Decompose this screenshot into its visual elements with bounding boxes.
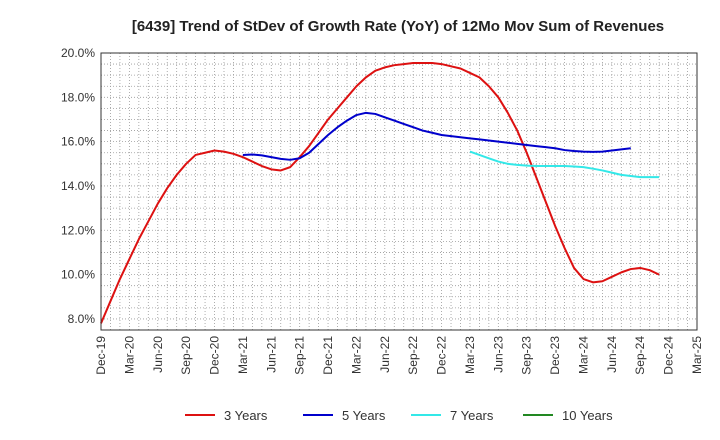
y-tick-label: 16.0% [61, 135, 95, 149]
x-tick-label: Sep-24 [633, 336, 647, 375]
x-tick-label: Jun-23 [491, 336, 505, 373]
x-tick-label: Dec-22 [435, 336, 449, 375]
x-tick-label: Jun-22 [378, 336, 392, 373]
x-tick-label: Dec-23 [548, 336, 562, 375]
x-tick-label: Jun-21 [264, 336, 278, 373]
y-tick-label: 8.0% [68, 312, 96, 326]
series-lines [100, 61, 660, 324]
legend-label: 10 Years [562, 408, 613, 423]
y-tick-label: 14.0% [61, 179, 95, 193]
x-tick-label: Mar-23 [463, 336, 477, 374]
y-tick-label: 10.0% [61, 268, 95, 282]
y-tick-label: 20.0% [61, 46, 95, 60]
legend-label: 5 Years [342, 408, 386, 423]
x-tick-label: Jun-24 [605, 336, 619, 373]
x-tick-label: Dec-20 [208, 336, 222, 375]
series-line-7-years [469, 150, 660, 179]
series-line-5-years [242, 111, 631, 161]
chart-title: [6439] Trend of StDev of Growth Rate (Yo… [132, 18, 664, 35]
y-tick-label: 18.0% [61, 90, 95, 104]
y-axis-tick-labels: 8.0% 10.0% 12.0% 14.0% 16.0% 18.0% 20.0% [61, 46, 95, 326]
x-tick-label: Sep-23 [520, 336, 534, 375]
plot-area [100, 52, 698, 331]
x-tick-label: Sep-22 [406, 336, 420, 375]
x-tick-label: Mar-25 [690, 336, 704, 374]
legend-label: 7 Years [450, 408, 494, 423]
x-tick-label: Jun-20 [151, 336, 165, 373]
legend-label: 3 Years [224, 408, 268, 423]
x-tick-label: Sep-20 [179, 336, 193, 375]
x-tick-label: Mar-22 [349, 336, 363, 374]
x-tick-label: Dec-24 [662, 336, 676, 375]
x-tick-label: Sep-21 [293, 336, 307, 375]
x-tick-label: Dec-19 [94, 336, 108, 375]
grid [101, 53, 697, 330]
x-tick-label: Mar-21 [236, 336, 250, 374]
y-tick-label: 12.0% [61, 223, 95, 237]
series-line-3-years [100, 61, 660, 324]
x-tick-label: Dec-21 [321, 336, 335, 375]
legend: 3 Years 5 Years 7 Years 10 Years [185, 408, 613, 423]
x-tick-label: Mar-24 [576, 336, 590, 374]
x-axis-tick-labels: Dec-19 Mar-20 Jun-20 Sep-20 Dec-20 Mar-21 Jun-… [94, 336, 704, 375]
x-tick-label: Mar-20 [122, 336, 136, 374]
